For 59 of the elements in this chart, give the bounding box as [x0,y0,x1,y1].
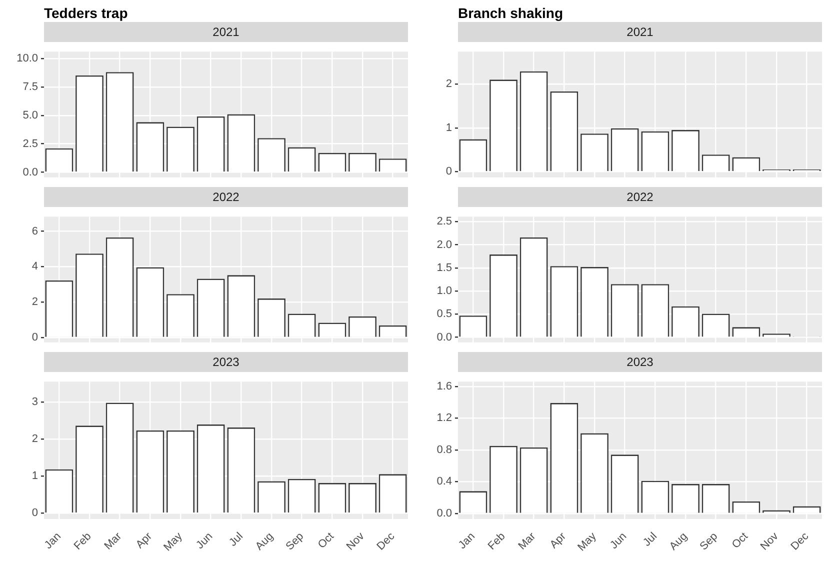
x-tick-label: Oct [316,530,336,552]
y-tick-label: 6 [32,225,38,238]
y-tick-label: 3 [32,396,38,408]
y-tick-label: 0.5 [436,308,452,320]
y-tick-label: 1.6 [436,380,452,392]
y-tick-label: 0 [32,507,38,520]
x-tick-label: Jul [641,530,660,549]
x-tick-label: Mar [516,530,538,552]
y-tick-label: 0.8 [436,444,452,456]
y-tick-label: 0 [446,166,452,178]
chart-title: Tedders trap [43,4,129,22]
x-tick-label: Feb [72,530,94,552]
chart-subtitle: 2022 [458,187,822,207]
y-tick-label: 2 [32,433,38,446]
x-tick-label: Jun [194,530,216,552]
x-tick-label: Oct [730,530,750,552]
y-tick-label: 2 [446,78,452,90]
y-tick-label: 1.0 [436,285,452,298]
y-tick-label: 5.0 [22,109,38,122]
x-tick-label: Sep [698,530,720,553]
x-tick-label: Aug [253,530,276,553]
chart-subtitle: 2021 [458,22,822,42]
x-tick-label: Nov [758,530,782,553]
y-tick-label: 0.0 [22,166,38,178]
x-tick-label: Jan [42,530,64,552]
y-tick-label: 7.5 [22,80,38,93]
y-tick-label: 1.5 [436,262,452,274]
x-tick-label: Jan [456,530,478,552]
y-tick-label: 2.5 [22,138,38,150]
y-tick-label: 2 [32,296,38,308]
x-tick-label: Jun [608,530,630,552]
y-tick-label: 0.4 [436,476,452,488]
y-tick-label: 4 [32,260,38,273]
y-tick-label: 0 [32,331,38,344]
x-tick-label: Apr [548,530,569,552]
y-tick-label: 10.0 [16,52,38,64]
y-tick-label: 1 [32,470,38,482]
x-tick-label: Nov [344,530,368,553]
chart-subtitle: 2023 [44,352,408,372]
chart-title: Branch shaking [457,4,564,22]
x-tick-label: Apr [134,530,155,552]
x-tick-label: Jul [227,530,246,549]
y-tick-label: 1 [446,122,452,134]
x-tick-label: Dec [788,530,812,553]
x-tick-label: May [576,530,600,554]
x-tick-label: Mar [102,530,124,552]
chart-subtitle: 2022 [44,187,408,207]
y-tick-label: 2.0 [436,238,452,251]
chart-subtitle: 2023 [458,352,822,372]
x-tick-label: Feb [486,530,508,552]
y-tick-label: 1.2 [436,412,452,424]
y-tick-label: 0.0 [436,331,452,344]
x-tick-label: Dec [374,530,398,553]
x-tick-label: Aug [667,530,690,553]
y-tick-label: 0.0 [436,507,452,520]
x-tick-label: May [162,530,186,554]
chart-subtitle: 2021 [44,22,408,42]
x-tick-label: Sep [284,530,306,553]
y-tick-label: 2.5 [436,216,452,228]
